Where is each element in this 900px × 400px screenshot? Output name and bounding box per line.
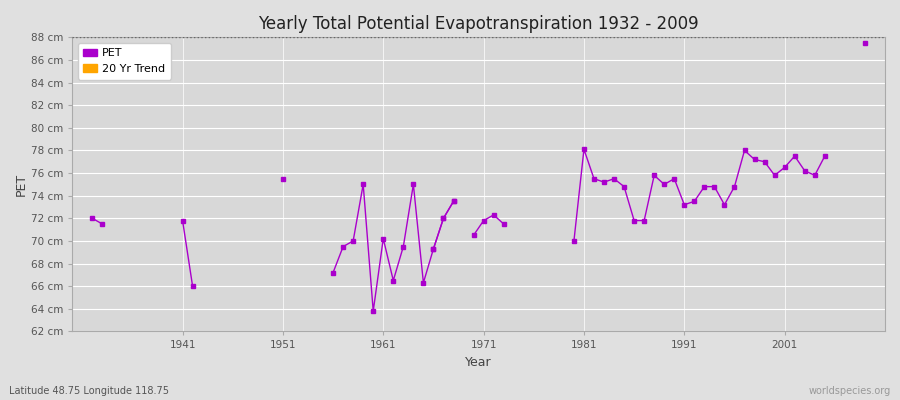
X-axis label: Year: Year xyxy=(465,356,492,369)
Text: worldspecies.org: worldspecies.org xyxy=(809,386,891,396)
Text: Latitude 48.75 Longitude 118.75: Latitude 48.75 Longitude 118.75 xyxy=(9,386,169,396)
Legend: PET, 20 Yr Trend: PET, 20 Yr Trend xyxy=(77,43,171,80)
Y-axis label: PET: PET xyxy=(15,173,28,196)
Title: Yearly Total Potential Evapotranspiration 1932 - 2009: Yearly Total Potential Evapotranspiratio… xyxy=(258,15,699,33)
